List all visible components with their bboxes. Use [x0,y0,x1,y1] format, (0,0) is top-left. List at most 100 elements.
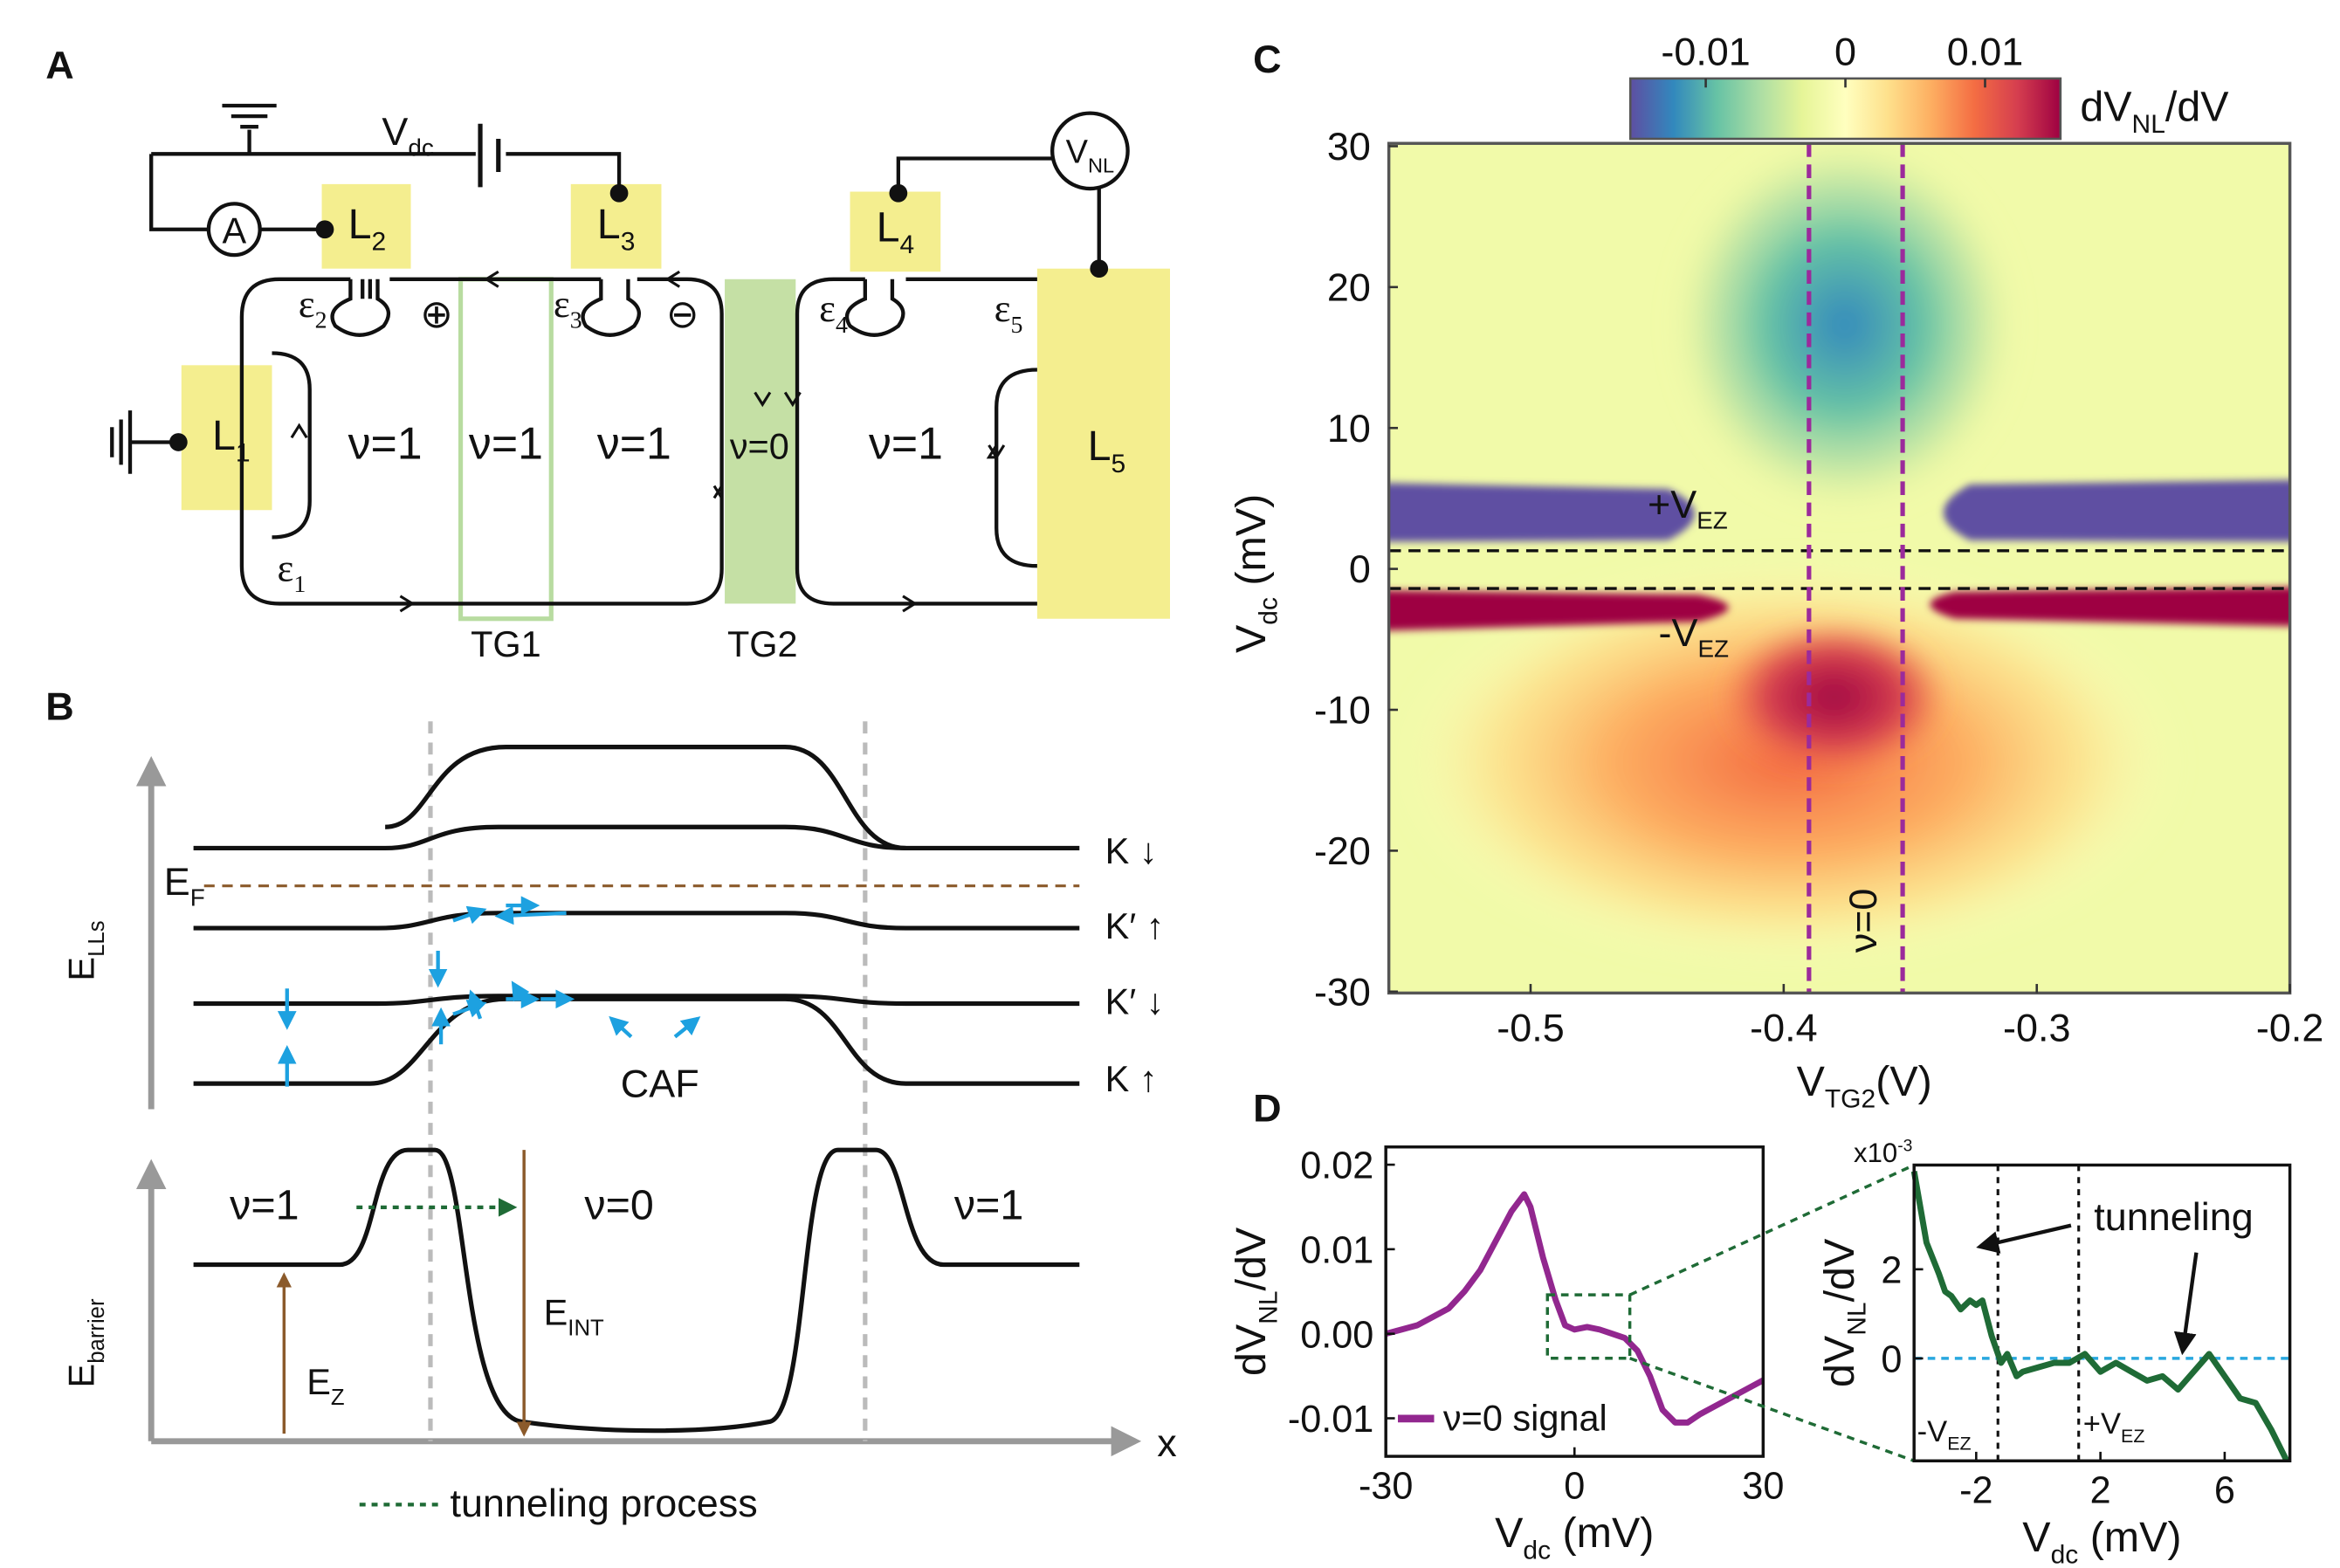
diagram-label: ELLs [61,920,110,980]
label-part: L [1088,423,1112,470]
label-part: NL [1254,1290,1283,1324]
label-part: (mV) [1551,1510,1654,1557]
label-part: V [382,109,408,154]
y-tick-label: 30 [1327,124,1371,168]
legend-label: ν=0 signal [1443,1398,1607,1439]
colorbar-tick-label: -0.01 [1661,29,1750,73]
label-part: 2 [315,307,327,334]
y-tick-label: 0.00 [1300,1314,1373,1356]
label-part: F [190,884,205,911]
label-part: dV [2080,83,2132,130]
diagram-label: ν=1 [230,1182,299,1229]
x-tick-label: 30 [1742,1465,1784,1507]
y-axis-label: dVNL/dV [1228,1227,1284,1376]
x-tick-label: -2 [1959,1470,1992,1512]
label-part: EZ [2121,1426,2144,1447]
label-part: 3 [621,228,636,257]
label-part: 5 [1011,312,1023,339]
annotation-arrow [1976,1223,2072,1254]
label-part: +V [2083,1407,2121,1441]
y-tick-label: 20 [1327,265,1371,309]
zoom-box [1545,1293,1632,1360]
label-part: V [1228,624,1275,653]
diagram-label: ε2 [299,282,327,334]
diagram-label: EF [164,859,205,911]
diagram-label: ε5 [994,286,1023,339]
label-part: ε [994,286,1011,330]
label-part: dV [1228,1324,1275,1376]
panel-a [110,103,1170,622]
label-part: E [164,859,190,904]
label-part: V [1066,134,1089,171]
label-part: (mV) [2078,1514,2181,1561]
label-part: E [544,1292,568,1333]
label-part: 4 [900,230,915,259]
label-part: TG2 [1825,1085,1875,1114]
label-part: (V) [1875,1058,1932,1105]
diagram-label: tunneling process [450,1481,757,1525]
y-tick-label: -20 [1314,829,1371,873]
label-part: -V [1917,1415,1948,1448]
colorbar-tick-label: 0.01 [1947,29,2023,73]
label-part: LLs [85,920,109,956]
panel-c: 30 20 10 0 -10 -20 -30 -0.5 -0.4 -0.3 -0.2 C Vdc (mV… [1228,29,2323,1113]
label-part: ε [554,282,570,326]
annotation-arrow [2173,1252,2199,1356]
x-axis-label: VTG2(V) [1797,1058,1932,1114]
diagram-label: ν=0 [730,425,789,466]
diagram-label: L5 [1088,423,1126,478]
label-part: V [2022,1514,2051,1561]
y-tick-label: 2 [1881,1249,1902,1291]
heatmap-region [1388,483,1695,542]
label-part: 1 [293,571,306,598]
diagram-label: ε3 [554,282,582,334]
y-axis-label: Vdc (mV) [1228,494,1284,653]
annotation: -VEZ [1917,1415,1972,1455]
y-tick-label: 0.02 [1300,1145,1373,1187]
annotation: +VEZ [1648,482,1728,534]
label-part: L [212,412,236,459]
axis-multiplier: x10-3 [1854,1138,1912,1168]
label-part: 2 [372,228,387,257]
diagram-label: ν=0 [584,1182,653,1229]
label-part: INT [568,1316,604,1340]
annotation: ν=0 [1841,889,1885,953]
label-part: barrier [85,1298,109,1364]
diagram-label: L1 [212,412,251,468]
label-part: ε [819,286,836,330]
x-tick-label: -30 [1359,1465,1413,1507]
label-part: Z [331,1386,345,1410]
label-part: L [877,204,900,251]
annotation: +VEZ [2083,1407,2145,1447]
colorbar-label: dVNL/dV [2080,83,2229,139]
diagram-label: ν=1 [469,417,543,468]
label-part: dc [1523,1536,1551,1565]
y-tick-label: -30 [1314,969,1371,1014]
panel-b [135,721,1142,1507]
diagram-label: K′ ↓ [1105,981,1165,1022]
diagram-label: ν=1 [348,417,423,468]
label-part: +V [1648,482,1696,526]
heatmap-region [1930,587,2290,627]
label-part: V [1495,1510,1524,1557]
label-part: (mV) [1228,494,1275,597]
heatmap [1388,143,2290,994]
x-tick-label: -0.4 [1750,1006,1817,1050]
label-part: NL [1843,1302,1872,1335]
panel-letter: B [45,684,73,729]
label-part: NL [2132,110,2165,139]
label-part: dc [408,134,433,162]
label-part: /dV [2165,83,2229,130]
label-part: 3 [570,307,582,334]
label-part: V [1797,1058,1826,1105]
diagram-label: EINT [544,1292,604,1341]
diagram-label: TG1 [471,623,541,664]
y-tick-label: -0.01 [1288,1399,1373,1441]
label-part: /dV [1816,1238,1863,1302]
diagram-label: K ↓ [1105,830,1158,871]
diagram-label: K′ ↑ [1105,905,1165,946]
annotation: -VEZ [1659,610,1730,663]
annotation: tunneling [2094,1194,2253,1239]
